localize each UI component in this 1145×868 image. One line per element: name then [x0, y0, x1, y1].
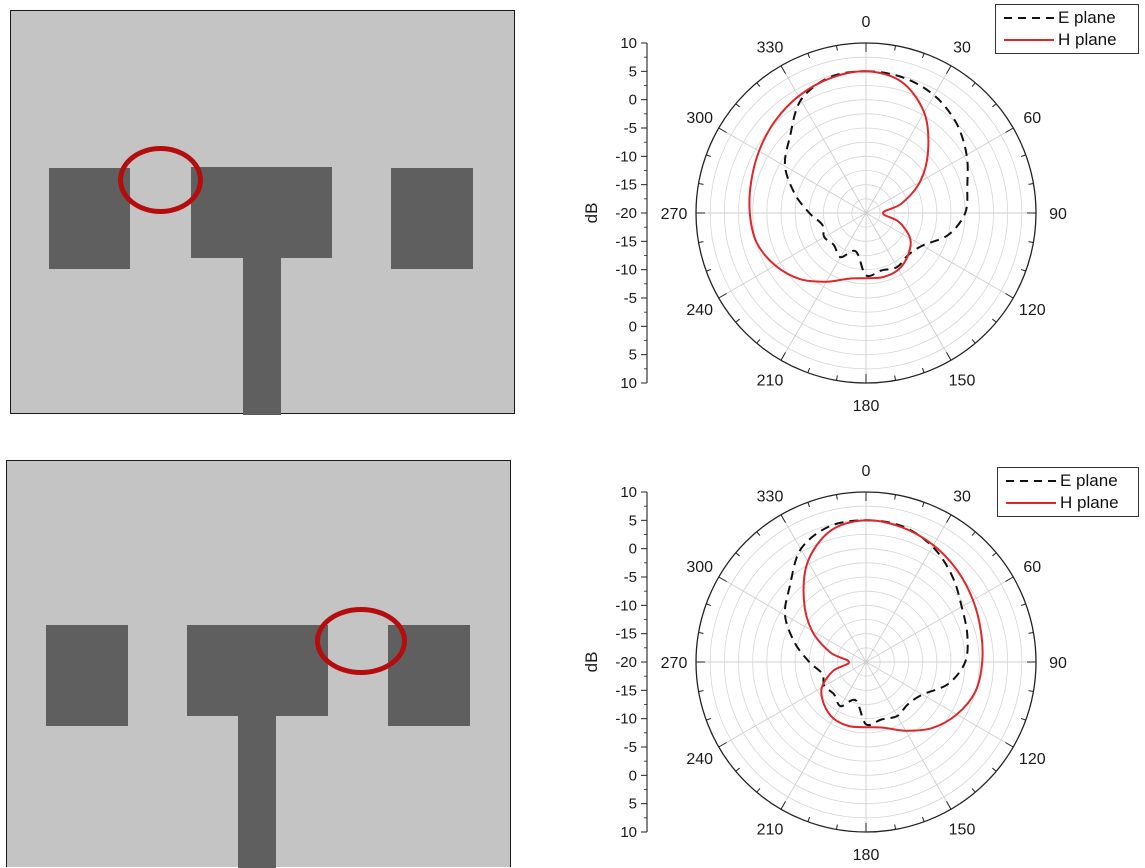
radial-tick-label: -10	[615, 262, 637, 279]
angle-tick-mark	[718, 127, 727, 133]
legend-item-e-plane: E plane	[1004, 470, 1132, 492]
legend-item-h-plane: H plane	[1004, 492, 1132, 514]
grid-spoke	[718, 212, 867, 299]
angle-tick-mark	[1005, 127, 1014, 133]
radial-tick-label: 10	[620, 375, 637, 392]
angle-tick-mark	[780, 65, 786, 74]
right-parasitic-patch	[391, 168, 473, 269]
driven-patch	[187, 625, 328, 716]
radial-tick-label: 0	[629, 318, 637, 335]
angle-tick-mark	[1028, 241, 1034, 244]
angle-tick-mark	[698, 182, 704, 185]
angle-tick-mark	[835, 45, 838, 51]
feed-line	[238, 715, 276, 868]
angle-tick-mark	[921, 367, 925, 373]
angle-tick-mark	[1020, 268, 1026, 272]
grid-spoke	[865, 65, 952, 214]
left-parasitic-patch	[49, 168, 130, 269]
angle-tick-mark	[807, 53, 811, 59]
legend-item-e-plane: E plane	[1002, 7, 1132, 29]
angle-tick-label: 180	[853, 398, 880, 415]
feed-line	[243, 257, 281, 415]
left-parasitic-patch	[46, 625, 128, 726]
angle-tick-mark	[921, 53, 925, 59]
radial-tick-label: -10	[615, 148, 637, 165]
grid-spoke	[718, 127, 867, 214]
e-plane-curve	[783, 70, 969, 278]
angle-tick-mark	[946, 352, 952, 361]
angle-tick-mark	[894, 45, 897, 51]
angle-tick-label: 150	[949, 372, 976, 389]
legend-label: H plane	[1060, 493, 1119, 512]
solid-line-swatch	[1004, 39, 1054, 41]
angle-tick-mark	[1028, 182, 1034, 185]
angle-tick-mark	[698, 241, 704, 244]
radial-tick-label: 5	[629, 63, 637, 80]
angle-tick-mark	[1005, 293, 1014, 299]
radial-tick-label: -20	[615, 205, 637, 222]
gap-highlight-circle	[118, 146, 203, 214]
grid-spoke	[865, 127, 1014, 214]
legend-label: E plane	[1060, 471, 1118, 490]
angle-tick-mark	[992, 318, 997, 323]
grid-spoke	[780, 212, 867, 361]
driven-patch	[191, 167, 332, 258]
legend-2: E plane H plane	[997, 467, 1139, 517]
angle-tick-label: 30	[953, 40, 971, 57]
angle-tick-mark	[756, 339, 761, 344]
radial-tick-label: -5	[624, 120, 637, 137]
angle-tick-mark	[1020, 154, 1026, 158]
angle-tick-mark	[780, 352, 786, 361]
angle-tick-mark	[718, 293, 727, 299]
h-plane-curve	[748, 70, 930, 283]
angle-tick-label: 240	[686, 302, 713, 319]
antenna-layout-1	[10, 10, 515, 415]
angle-tick-label: 0	[862, 14, 871, 31]
legend-1: E plane H plane	[995, 4, 1139, 54]
radial-tick-label: 5	[629, 347, 637, 364]
grid-spoke	[865, 212, 1014, 299]
angle-tick-mark	[735, 103, 740, 108]
legend-label: H plane	[1058, 30, 1117, 49]
radial-tick-label: -5	[624, 290, 637, 307]
angle-tick-mark	[706, 154, 712, 158]
angle-tick-mark	[894, 375, 897, 381]
angle-tick-mark	[807, 367, 811, 373]
angle-tick-label: 270	[661, 206, 688, 223]
angle-tick-mark	[756, 82, 761, 87]
angle-tick-label: 90	[1049, 206, 1067, 223]
dashed-line-swatch	[1006, 480, 1056, 482]
legend-label: E plane	[1058, 8, 1116, 27]
angle-tick-mark	[971, 82, 976, 87]
antenna-layout-2	[6, 460, 511, 868]
angle-tick-mark	[735, 318, 740, 323]
radial-tick-label: -15	[615, 233, 637, 250]
angle-tick-mark	[946, 65, 952, 74]
angle-tick-mark	[706, 268, 712, 272]
angle-tick-label: 60	[1023, 110, 1041, 127]
angle-tick-mark	[835, 375, 838, 381]
grid-spoke	[865, 212, 952, 361]
radial-tick-label: -15	[615, 177, 637, 194]
solid-line-swatch	[1006, 502, 1056, 504]
dashed-line-swatch	[1004, 17, 1054, 19]
grid-spoke	[780, 65, 867, 214]
angle-tick-label: 330	[757, 40, 784, 57]
radial-tick-label: 10	[620, 35, 637, 52]
radial-axis-title: dB	[582, 203, 601, 224]
angle-tick-label: 300	[686, 110, 713, 127]
angle-tick-label: 210	[757, 372, 784, 389]
angle-tick-mark	[992, 103, 997, 108]
gap-highlight-circle	[315, 607, 407, 675]
legend-item-h-plane: H plane	[1002, 29, 1132, 51]
radial-tick-label: 0	[629, 92, 637, 109]
angle-tick-mark	[971, 339, 976, 344]
angle-tick-label: 120	[1019, 302, 1046, 319]
